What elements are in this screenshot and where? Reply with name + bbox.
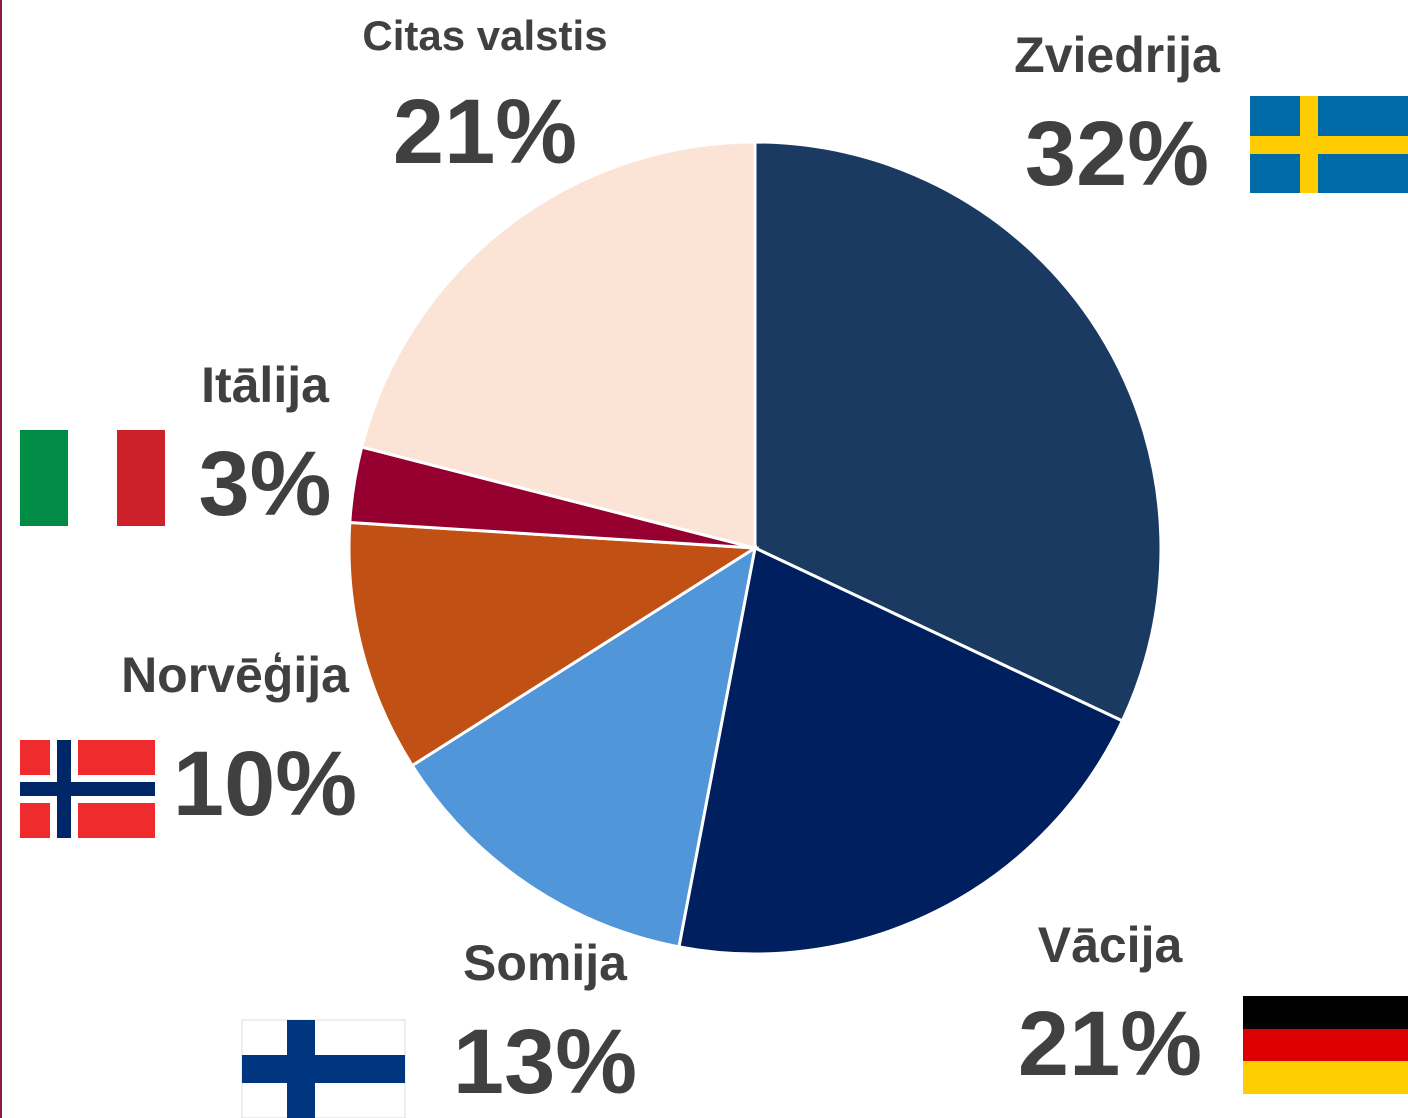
slice-name: Itālija xyxy=(201,357,330,413)
slice-name: Citas valstis xyxy=(362,12,607,59)
flag-norway xyxy=(20,740,155,838)
slice-value-label: 21% xyxy=(1018,993,1202,1095)
flag-finland xyxy=(241,1019,406,1118)
slice-value-label: 3% xyxy=(199,433,332,535)
slice-name: Norvēģija xyxy=(121,647,350,703)
pie-slice xyxy=(410,544,758,949)
flag-italy xyxy=(20,430,165,526)
flag-sweden xyxy=(1250,96,1408,193)
pie xyxy=(347,140,1163,956)
slice-name: Vācija xyxy=(1038,917,1184,973)
slice-name: Zviedrija xyxy=(1014,27,1221,83)
slice-name: Somija xyxy=(463,935,628,991)
pie-slice xyxy=(753,140,1163,723)
slice-value-label: 21% xyxy=(393,81,577,183)
slice-value-label: 32% xyxy=(1025,103,1209,205)
flag-germany xyxy=(1243,996,1408,1094)
slice-value-label: 13% xyxy=(453,1011,637,1113)
slice-value-label: 10% xyxy=(173,733,357,835)
pie-slice xyxy=(677,545,1125,956)
pie-slice xyxy=(359,140,757,550)
pie-slice xyxy=(347,520,760,768)
